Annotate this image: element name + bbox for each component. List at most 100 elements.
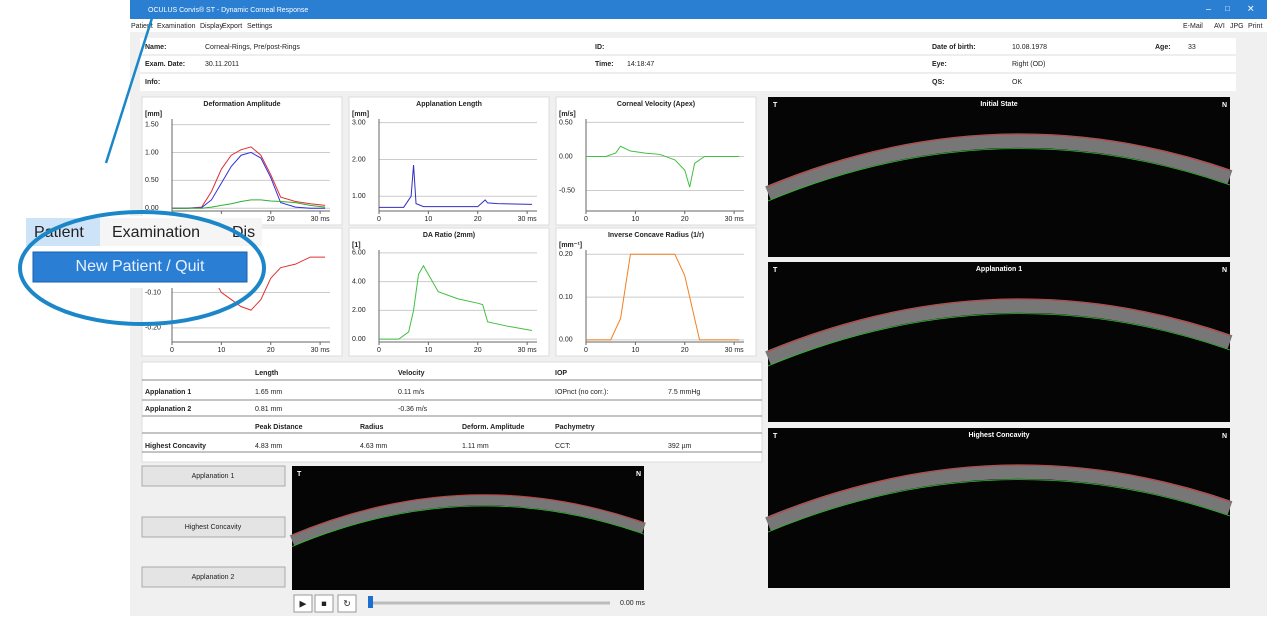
x-tick-label: 30 ms bbox=[311, 347, 331, 354]
x-tick-label: 20 bbox=[474, 216, 482, 223]
y-tick-label: 0.00 bbox=[352, 336, 366, 343]
video-frame bbox=[292, 466, 644, 590]
y-tick-label: 0.20 bbox=[559, 251, 573, 258]
y-tick-label: -0.10 bbox=[145, 289, 161, 296]
x-tick-label: 10 bbox=[424, 216, 432, 223]
x-tick-label: 20 bbox=[681, 216, 689, 223]
header-value: Corneal-Rings, Pre/post-Rings bbox=[205, 44, 300, 51]
image-title: Applanation 1 bbox=[976, 266, 1022, 273]
table-cell: CCT: bbox=[555, 443, 571, 450]
slider-thumb[interactable] bbox=[368, 596, 373, 608]
x-tick-label: 10 bbox=[424, 347, 432, 354]
menu-bar bbox=[130, 19, 1267, 32]
header-value: 14:18:47 bbox=[627, 61, 654, 68]
chart-title: Deformation Amplitude bbox=[203, 101, 280, 108]
menu-item[interactable]: Settings bbox=[247, 23, 273, 30]
table-cell: Highest Concavity bbox=[145, 443, 206, 450]
button-label[interactable]: Highest Concavity bbox=[185, 524, 242, 531]
toolbar-item[interactable]: AVI bbox=[1214, 23, 1225, 30]
table-cell: 4.83 mm bbox=[255, 443, 282, 450]
screen: – □ ✕ OCULUS Corvis® ST - Dynamic Cornea… bbox=[0, 0, 1267, 616]
x-tick-label: 0 bbox=[584, 347, 588, 354]
chart-title: Corneal Velocity (Apex) bbox=[617, 101, 695, 108]
y-tick-label: 0.00 bbox=[559, 337, 573, 344]
player-icon[interactable]: ■ bbox=[321, 598, 326, 608]
header-label: Eye: bbox=[932, 61, 947, 68]
menu-item[interactable]: Export bbox=[222, 23, 242, 30]
table-header: Velocity bbox=[398, 370, 425, 377]
x-tick-label: 0 bbox=[377, 347, 381, 354]
table-cell: 0.11 m/s bbox=[398, 389, 425, 396]
table-header: Radius bbox=[360, 424, 383, 431]
y-tick-label: -0.50 bbox=[559, 187, 575, 194]
chart-title: Inverse Concave Radius (1/r) bbox=[608, 232, 704, 239]
menu-item[interactable]: Display bbox=[200, 23, 223, 30]
y-tick-label: 6.00 bbox=[352, 250, 366, 257]
header-value: Right (OD) bbox=[1012, 61, 1045, 68]
table-cell: 7.5 mmHg bbox=[668, 389, 700, 396]
header-label: ID: bbox=[595, 44, 604, 51]
x-tick-label: 10 bbox=[631, 347, 639, 354]
x-tick-label: 0 bbox=[170, 347, 174, 354]
toolbar-item[interactable]: Print bbox=[1248, 23, 1262, 30]
player-time: 0.00 ms bbox=[620, 600, 645, 607]
side-label: T bbox=[773, 267, 778, 274]
side-label: T bbox=[773, 433, 778, 440]
chart-unit: [mm] bbox=[352, 111, 369, 118]
header-value: 10.08.1978 bbox=[1012, 44, 1047, 51]
header-label: Exam. Date: bbox=[145, 61, 185, 68]
table-header: Pachymetry bbox=[555, 424, 595, 431]
header-label: QS: bbox=[932, 79, 944, 86]
maximize[interactable]: □ bbox=[1225, 4, 1230, 13]
x-tick-label: 20 bbox=[267, 347, 275, 354]
menu-item[interactable]: Examination bbox=[157, 23, 196, 30]
header-label: Time: bbox=[595, 61, 614, 68]
image-title: Initial State bbox=[980, 101, 1017, 108]
x-tick-label: 10 bbox=[217, 347, 225, 354]
callout-item[interactable]: New Patient / Quit bbox=[76, 258, 206, 275]
table-header: Peak Distance bbox=[255, 424, 303, 431]
header-label: Name: bbox=[145, 44, 166, 51]
header-label: Date of birth: bbox=[932, 44, 976, 51]
y-tick-label: 0.50 bbox=[559, 119, 573, 126]
y-tick-label: 4.00 bbox=[352, 278, 366, 285]
callout-menu-item[interactable]: Examination bbox=[112, 224, 200, 241]
window-title: OCULUS Corvis® ST - Dynamic Corneal Resp… bbox=[148, 6, 308, 14]
scheimpflug-image bbox=[768, 428, 1230, 588]
y-tick-label: 0.00 bbox=[559, 153, 573, 160]
image-title: Highest Concavity bbox=[968, 432, 1029, 439]
scheimpflug-image bbox=[768, 97, 1230, 257]
side-label: T bbox=[773, 102, 778, 109]
x-tick-label: 20 bbox=[267, 216, 275, 223]
y-tick-label: 3.00 bbox=[352, 120, 366, 127]
chart-title: DA Ratio (2mm) bbox=[423, 232, 475, 239]
chart-unit: [m/s] bbox=[559, 111, 576, 118]
side-label: N bbox=[1222, 102, 1227, 109]
x-tick-label: 30 ms bbox=[311, 216, 331, 223]
chart-unit: [1] bbox=[352, 242, 361, 249]
x-tick-label: 30 ms bbox=[518, 216, 538, 223]
player-icon[interactable]: ▶ bbox=[300, 598, 307, 608]
toolbar-item[interactable]: E-Mail bbox=[1183, 23, 1203, 30]
header-panel bbox=[140, 38, 1236, 91]
button-label[interactable]: Applanation 2 bbox=[192, 574, 235, 581]
scheimpflug-image bbox=[768, 262, 1230, 422]
x-tick-label: 30 ms bbox=[725, 216, 745, 223]
table-cell: 1.65 mm bbox=[255, 389, 282, 396]
header-label: Age: bbox=[1155, 44, 1171, 51]
player-icon[interactable]: ↻ bbox=[343, 598, 351, 608]
table-cell: -0.36 m/s bbox=[398, 406, 428, 413]
y-tick-label: 1.00 bbox=[352, 193, 366, 200]
x-tick-label: 20 bbox=[681, 347, 689, 354]
close[interactable]: ✕ bbox=[1247, 3, 1255, 13]
minimize[interactable]: – bbox=[1206, 3, 1211, 13]
table-cell: 1.11 mm bbox=[462, 443, 489, 450]
table-cell: Applanation 2 bbox=[145, 406, 191, 413]
toolbar-item[interactable]: JPG bbox=[1230, 23, 1244, 30]
chart-title: Applanation Length bbox=[416, 101, 482, 108]
y-tick-label: 0.10 bbox=[559, 294, 573, 301]
table-header: Deform. Amplitude bbox=[462, 424, 524, 431]
button-label[interactable]: Applanation 1 bbox=[192, 473, 235, 480]
chart-unit: [mm⁻¹] bbox=[559, 242, 582, 249]
y-tick-label: 2.00 bbox=[352, 307, 366, 314]
